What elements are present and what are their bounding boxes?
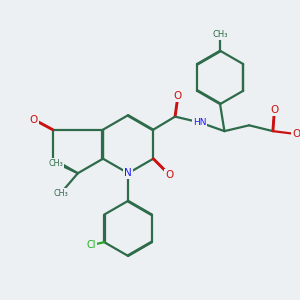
Text: O: O bbox=[270, 105, 278, 115]
Text: CH₃: CH₃ bbox=[49, 159, 64, 168]
Text: O: O bbox=[292, 129, 300, 139]
Text: Cl: Cl bbox=[86, 240, 96, 250]
Text: CH₃: CH₃ bbox=[212, 30, 228, 39]
Text: N: N bbox=[124, 168, 132, 178]
Text: O: O bbox=[30, 115, 38, 124]
Text: CH₃: CH₃ bbox=[53, 189, 68, 198]
Text: HN: HN bbox=[193, 118, 206, 127]
Text: O: O bbox=[174, 91, 182, 101]
Text: O: O bbox=[165, 170, 173, 180]
